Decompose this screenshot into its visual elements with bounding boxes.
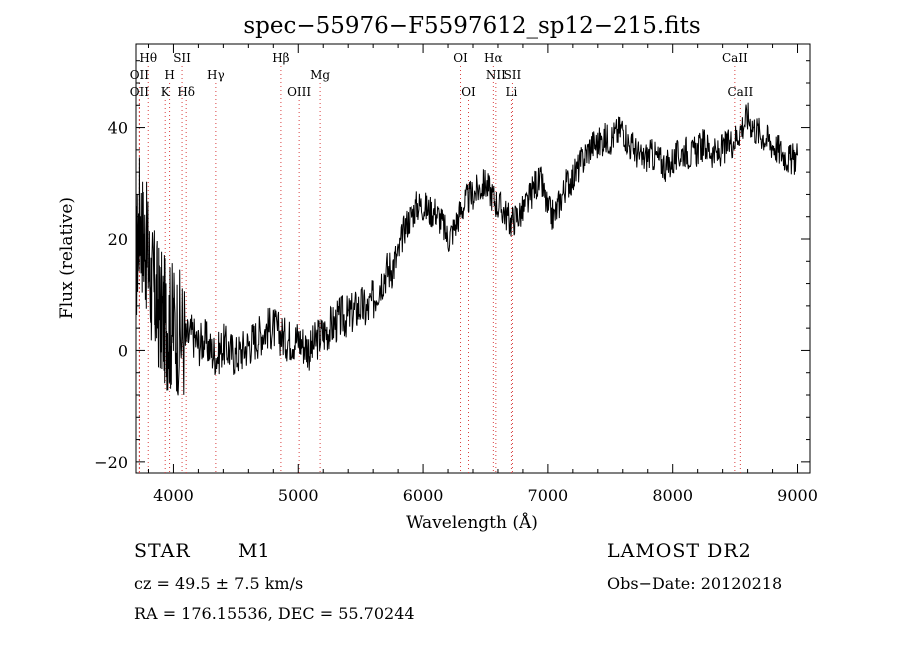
x-tick-label: 8000 bbox=[652, 486, 693, 505]
spectral-line-label: CaII bbox=[727, 85, 753, 99]
spectral-line-label: OII bbox=[130, 68, 150, 82]
spectral-line-label: Mg bbox=[310, 68, 330, 82]
spectral-line-label: OII bbox=[130, 85, 150, 99]
ra-dec-coordinates: RA = 176.15536, DEC = 55.70244 bbox=[134, 604, 415, 623]
chart-title: spec−55976−F5597612_sp12−215.fits bbox=[243, 13, 700, 39]
x-tick-label: 6000 bbox=[403, 486, 444, 505]
survey-name: LAMOST DR2 bbox=[607, 540, 752, 562]
y-tick-label: 0 bbox=[118, 341, 128, 360]
x-axis-ticks: 4000 5000 6000 7000 8000 9000 bbox=[147, 44, 818, 505]
spectrum-series-line bbox=[135, 102, 798, 396]
spectrum-chart: spec−55976−F5597612_sp12−215.fits Hθ SII H… bbox=[57, 13, 818, 533]
x-tick-label: 7000 bbox=[528, 486, 569, 505]
spectral-line-label: CaII bbox=[722, 51, 748, 65]
spectral-line-label: NII bbox=[486, 68, 506, 82]
redshift-cz: cz = 49.5 ± 7.5 km/s bbox=[134, 574, 304, 593]
y-tick-label: 40 bbox=[108, 119, 128, 138]
object-type: STAR bbox=[134, 540, 191, 562]
spectral-line-label: H bbox=[164, 68, 174, 82]
spectral-line-label: Hθ bbox=[139, 51, 157, 65]
spectral-line-label: K bbox=[161, 85, 171, 99]
plot-frame bbox=[135, 43, 811, 474]
x-tick-label: 5000 bbox=[278, 486, 319, 505]
spectral-line-label: OI bbox=[461, 85, 476, 99]
spectral-line-label: Li bbox=[506, 85, 518, 99]
spectral-line-label: Hδ bbox=[177, 85, 195, 99]
observation-date: Obs−Date: 20120218 bbox=[607, 574, 783, 593]
y-axis-label: Flux (relative) bbox=[57, 197, 77, 319]
y-tick-label: −20 bbox=[94, 453, 128, 472]
spectral-line-label: SII bbox=[504, 68, 522, 82]
spectral-line-label: Hβ bbox=[272, 51, 289, 65]
spectral-line-label: SII bbox=[173, 51, 191, 65]
y-axis-ticks: −20 0 20 40 bbox=[94, 60, 810, 472]
spectral-line-label: OIII bbox=[287, 85, 311, 99]
x-tick-label: 9000 bbox=[777, 486, 818, 505]
x-axis-label: Wavelength (Å) bbox=[406, 512, 538, 533]
y-tick-label: 20 bbox=[108, 230, 128, 249]
spectral-line-label: Hγ bbox=[207, 68, 225, 82]
object-subclass: M1 bbox=[238, 540, 270, 562]
spectral-line-label: Hα bbox=[484, 51, 503, 65]
x-tick-label: 4000 bbox=[153, 486, 194, 505]
spectral-line-markers bbox=[138, 66, 741, 473]
spectral-line-label: OI bbox=[453, 51, 468, 65]
